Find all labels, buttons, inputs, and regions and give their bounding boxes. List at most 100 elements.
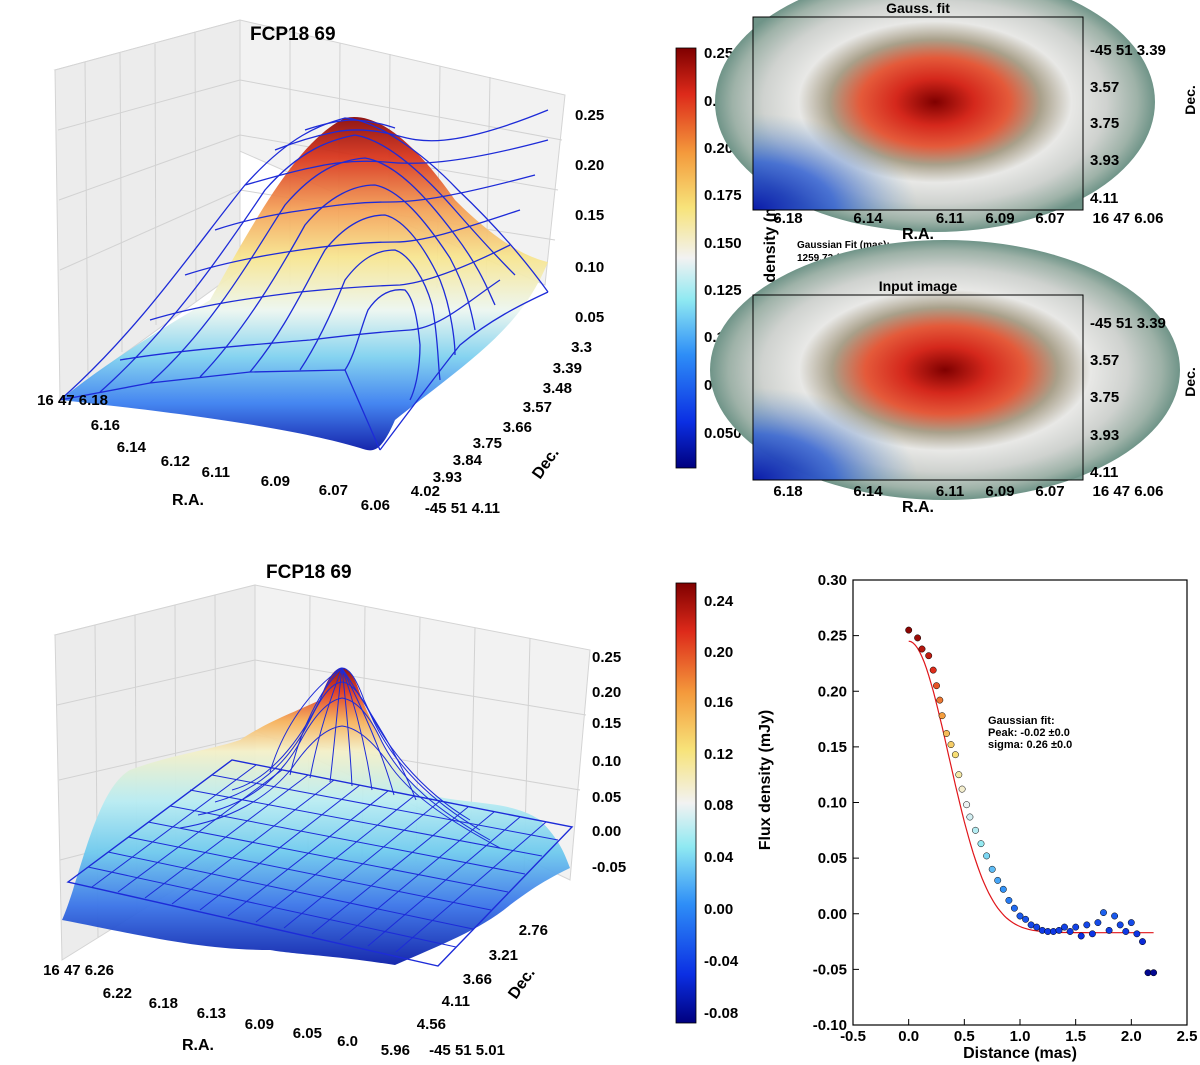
data-point [1105,926,1113,934]
data-point [1116,921,1124,929]
data-point [988,865,996,873]
surface-top-ylabel: Dec. [529,445,562,482]
z-tick: 0.20 [592,684,621,701]
surface-bottom-xlabel: R.A. [182,1037,214,1054]
data-point [933,682,940,690]
radial-profile-xlabel: Distance (mas) [963,1045,1077,1062]
x-tick: 16 47 6.18 [37,392,108,409]
x-tick: 6.14 [117,439,147,456]
y-tick: -45 51 4.11 [425,500,500,517]
y-tick: 3.75 [473,435,502,452]
colorbar-top-gradient [675,47,697,469]
y-tick: 3.57 [523,399,552,416]
y-tick: 3.93 [1090,152,1119,169]
y-tick: -45 51 3.39 [1090,315,1166,332]
colorbar-tick: 0.125 [704,282,742,299]
x-tick: 1.0 [1010,1028,1031,1045]
map-gauss-fit-panel: Gauss. fit 6.18 6.14 6.11 6.09 6.07 16 4… [715,0,1198,264]
data-point [1066,928,1074,935]
x-tick: 6.06 [361,497,390,514]
map-input-image-panel: Input image 6.18 6.14 6.11 6.09 6.07 16 … [710,240,1198,516]
map-input-image-xlabel: R.A. [902,499,934,516]
x-tick: 0.5 [954,1028,975,1045]
data-point [955,771,963,779]
radial-profile-points [905,626,1158,977]
y-tick: 3.93 [1090,427,1119,444]
data-point [905,626,913,634]
z-tick: 0.25 [592,649,621,666]
map-gauss-fit-ylabel: Dec. [1182,85,1198,115]
colorbar-bottom-label: Flux density (mJy) [757,710,774,850]
data-point [929,666,937,674]
data-point [977,840,985,848]
x-tick: 2.0 [1121,1028,1142,1045]
x-tick: 5.96 [381,1042,410,1059]
x-tick: 6.12 [161,453,190,470]
y-tick: 4.56 [417,1016,446,1033]
data-point [966,813,974,821]
x-tick: 6.14 [853,210,883,227]
surface-bottom-panel: FCP18 69 0.25 0.20 0.15 0.10 0.05 0.00 -… [43,562,626,1059]
fit-annotation-peak: Peak: -0.02 ±0.0 [988,727,1070,739]
data-point [1049,928,1057,935]
z-tick: 0.20 [575,157,604,174]
y-tick: 3.75 [1090,389,1119,406]
x-tick: 6.09 [245,1016,274,1033]
z-tick: 0.00 [592,823,621,840]
surface-top-xlabel: R.A. [172,492,204,509]
gaussian-fit-caption: Gaussian Fit (mas): [797,240,890,251]
data-point [1010,904,1018,912]
y-tick: 3.3 [571,339,592,356]
y-tick: 4.11 [442,993,470,1010]
data-point [1088,930,1096,938]
data-point [1111,912,1119,920]
radial-profile-frame [852,579,1188,1026]
y-tick: 0.25 [818,628,847,645]
z-tick: 0.05 [592,789,621,806]
data-point [972,826,979,834]
map-gauss-fit-title: Gauss. fit [886,0,950,16]
colorbar-tick: 0.175 [704,187,742,204]
data-point [1022,915,1030,923]
colorbar-tick: 0.150 [704,235,742,252]
z-tick: 0.10 [575,259,604,276]
data-point [947,741,955,749]
radial-profile-ticks: -0.5 0.0 0.5 1.0 1.5 2.0 2.5 -0.10 -0.05 0.00 0.05… [813,572,1198,1045]
data-point [1061,923,1068,931]
y-tick: 0.00 [818,906,847,923]
colorbar-tick: 0.04 [704,849,734,866]
colorbar-tick: 0.08 [704,797,733,814]
data-point [1055,926,1063,934]
data-point [1127,919,1135,927]
surface-top-z-ticks: 0.25 0.20 0.15 0.10 0.05 [575,107,604,326]
x-tick: 16 47 6.26 [43,962,114,979]
x-tick: 0.0 [898,1028,919,1045]
z-tick: 0.15 [592,715,621,732]
x-tick: 6.09 [985,210,1014,227]
colorbar-bottom-gradient [675,582,697,1024]
x-tick: 6.11 [936,210,964,227]
x-tick: 6.0 [337,1033,358,1050]
fit-annotation-title: Gaussian fit: [988,715,1055,727]
data-point [1150,969,1158,977]
data-point [963,801,971,809]
x-tick: 6.18 [149,995,178,1012]
y-tick: 0.15 [818,739,847,756]
map-gauss-fit-xlabel: R.A. [902,226,934,243]
surface-top-panel: FCP18 69 0.25 0.20 0.15 0.10 0.05 16 47 … [37,19,604,517]
gaussian-fit-curve [908,640,1154,934]
x-tick: 6.16 [91,417,120,434]
colorbar-bottom: 0.24 0.20 0.16 0.12 0.08 0.04 0.00 -0.04… [675,582,774,1024]
data-point [1005,896,1013,904]
x-tick: 6.11 [936,483,964,500]
data-point [1094,919,1102,927]
y-tick: 3.66 [463,971,492,988]
surface-top-y-ticks: 3.3 3.39 3.48 3.57 3.66 3.75 3.84 3.93 4… [411,339,592,517]
colorbar-tick: -0.08 [704,1005,738,1022]
y-tick: 3.39 [553,360,582,377]
map-input-image-ylabel: Dec. [1182,367,1198,397]
fit-annotation-sigma: sigma: 0.26 ±0.0 [988,739,1072,751]
y-tick: 3.66 [503,419,532,436]
data-point [994,876,1002,884]
surface-top-title: FCP18 69 [250,24,336,45]
